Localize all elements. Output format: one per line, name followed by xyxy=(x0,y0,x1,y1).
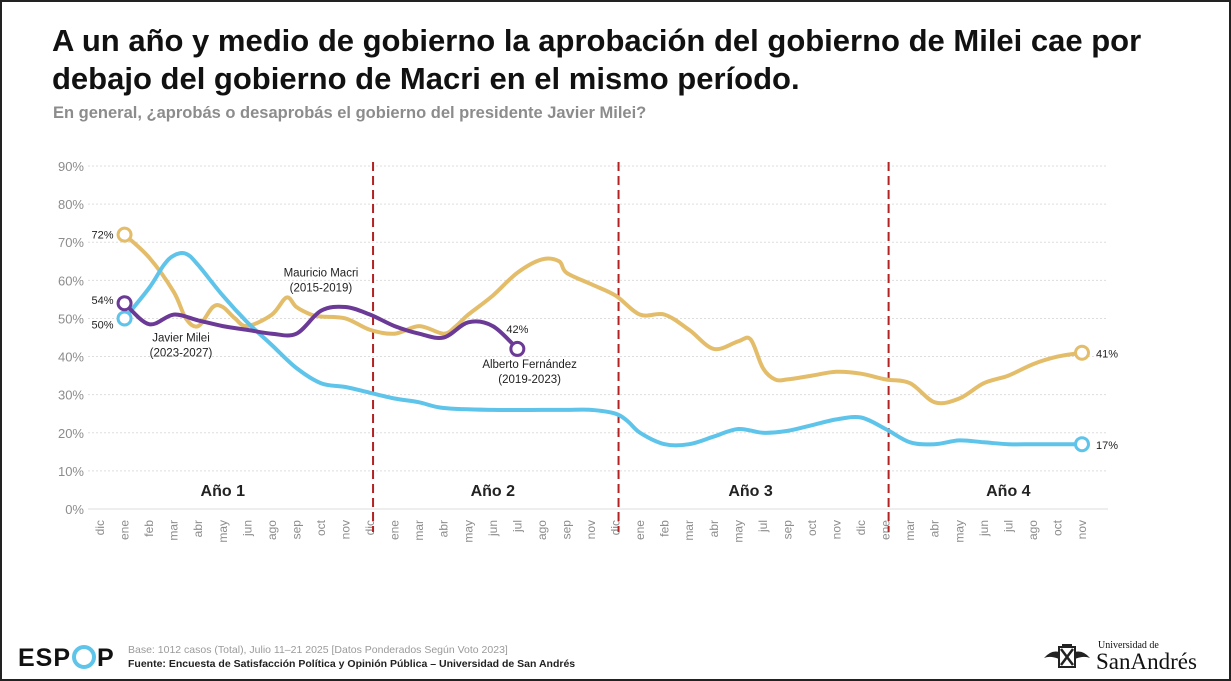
data-label: 42% xyxy=(506,324,528,336)
page-subtitle: En general, ¿aprobás o desaprobás el gob… xyxy=(53,104,647,122)
x-tick-label: jun xyxy=(977,520,991,537)
series-line-milei xyxy=(122,301,520,351)
x-tick-label: dic xyxy=(363,520,377,535)
footer-base-note: Base: 1012 casos (Total), Julio 11–21 20… xyxy=(128,644,508,656)
x-tick-label: sep xyxy=(559,520,573,540)
y-tick-label: 60% xyxy=(58,273,84,288)
x-tick-label: jul xyxy=(510,520,524,533)
x-tick-label: may xyxy=(731,520,745,543)
y-tick-label: 0% xyxy=(65,502,84,517)
x-tick-label: mar xyxy=(682,520,696,541)
x-tick-label: ene xyxy=(879,520,893,540)
endpoint-marker-macri xyxy=(116,226,133,243)
x-tick-label: jun xyxy=(240,520,254,537)
data-label: 50% xyxy=(92,319,114,331)
data-labels: 72% 50% 54% 42% 41% 17% Mauricio Macri (2015-20… xyxy=(92,230,1119,453)
x-tick-label: sep xyxy=(289,520,303,540)
series-period-macri: (2015-2019) xyxy=(290,283,353,295)
x-tick-label: abr xyxy=(437,520,451,537)
x-tick-label: feb xyxy=(658,520,672,537)
series-period-fernandez: (2019-2023) xyxy=(498,374,561,386)
data-label: 72% xyxy=(92,230,114,242)
y-tick-label: 40% xyxy=(58,350,84,365)
endpoint-marker-macri xyxy=(1074,344,1090,361)
series-name-macri: Mauricio Macri xyxy=(284,268,359,280)
x-tick-label: abr xyxy=(928,520,942,537)
approval-line-chart: 0%10%20%30%40%50%60%70%80%90% dic ene feb m… xyxy=(58,159,1119,543)
chart-grid xyxy=(88,165,1108,510)
x-tick-label: mar xyxy=(167,520,181,541)
x-tick-label: ene xyxy=(388,520,402,540)
x-tick-label: dic xyxy=(854,520,868,535)
y-tick-label: 80% xyxy=(58,197,84,212)
year-label: Año 4 xyxy=(986,483,1031,500)
year-label: Año 2 xyxy=(471,483,516,500)
x-tick-label: jul xyxy=(1001,520,1015,533)
series-lines xyxy=(122,232,1084,448)
x-tick-label: jul xyxy=(756,520,770,533)
x-tick-label: dic xyxy=(93,520,107,535)
footer-source-note: Fuente: Encuesta de Satisfacción Polític… xyxy=(128,658,576,670)
data-label: 54% xyxy=(92,295,114,307)
x-tick-label: mar xyxy=(412,520,426,541)
x-tick-label: ago xyxy=(1026,520,1040,540)
year-dividers xyxy=(372,162,890,532)
series-period-milei: (2023-2027) xyxy=(150,347,213,359)
x-tick-label: ene xyxy=(633,520,647,540)
x-tick-label: nov xyxy=(339,520,353,539)
x-tick-label: abr xyxy=(707,520,721,537)
x-tick-label: jun xyxy=(486,520,500,537)
x-tick-label: oct xyxy=(805,519,819,536)
y-tick-label: 20% xyxy=(58,426,84,441)
x-tick-label: sep xyxy=(780,520,794,540)
x-tick-label: nov xyxy=(584,520,598,539)
page-title: A un año y medio de gobierno la aprobaci… xyxy=(52,23,1142,96)
x-tick-label: mar xyxy=(903,520,917,541)
crest-icon xyxy=(1044,644,1090,668)
x-tick-label: nov xyxy=(830,520,844,539)
endpoint-marker-milei xyxy=(116,295,133,312)
x-tick-label: oct xyxy=(1050,519,1064,536)
y-tick-label: 90% xyxy=(58,159,84,174)
y-axis: 0% 10% 20% 30% 40% 50% 60% 70% 80% 90% xyxy=(58,159,84,517)
x-tick-label: abr xyxy=(191,520,205,537)
endpoint-marker-fernandez xyxy=(1074,436,1090,453)
y-tick-label: 10% xyxy=(58,464,84,479)
data-label: 41% xyxy=(1096,349,1118,361)
series-name-milei: Javier Milei xyxy=(152,332,210,344)
x-tick-label: nov xyxy=(1075,520,1089,539)
endpoint-marker-milei xyxy=(509,340,526,357)
x-tick-label: may xyxy=(461,520,475,543)
logo-line-1: Universidad de xyxy=(1098,640,1159,651)
year-labels: Año 1 Año 2 Año 3 Año 4 xyxy=(201,483,1031,500)
x-tick-label: dic xyxy=(609,520,623,535)
x-axis: dic ene feb mar abr may jun ago sep oct nov dic ene m… xyxy=(93,519,1089,542)
x-tick-label: ene xyxy=(118,520,132,540)
y-tick-label: 70% xyxy=(58,235,84,250)
series-line-fernandez xyxy=(122,251,1084,448)
series-line-macri xyxy=(122,232,1084,406)
series-markers xyxy=(116,226,1090,453)
year-label: Año 1 xyxy=(201,483,246,500)
x-tick-label: feb xyxy=(142,520,156,537)
espop-logo: ESP P xyxy=(18,644,115,673)
x-tick-label: may xyxy=(952,520,966,543)
year-label: Año 3 xyxy=(728,483,773,500)
espop-o-icon xyxy=(72,645,97,669)
y-tick-label: 50% xyxy=(58,311,84,326)
x-tick-label: ago xyxy=(265,520,279,540)
x-tick-label: oct xyxy=(314,519,328,536)
logo-line-2: SanAndrés xyxy=(1096,649,1197,674)
x-tick-label: ago xyxy=(535,520,549,540)
y-tick-label: 30% xyxy=(58,388,84,403)
endpoint-marker-fernandez xyxy=(116,310,133,327)
university-logo: Universidad de SanAndrés xyxy=(1042,638,1217,676)
series-name-fernandez: Alberto Fernández xyxy=(482,359,577,371)
data-label: 17% xyxy=(1096,440,1118,452)
espop-text-right: P xyxy=(97,644,115,672)
espop-text-left: ESP xyxy=(18,644,72,672)
x-tick-label: may xyxy=(216,520,230,543)
